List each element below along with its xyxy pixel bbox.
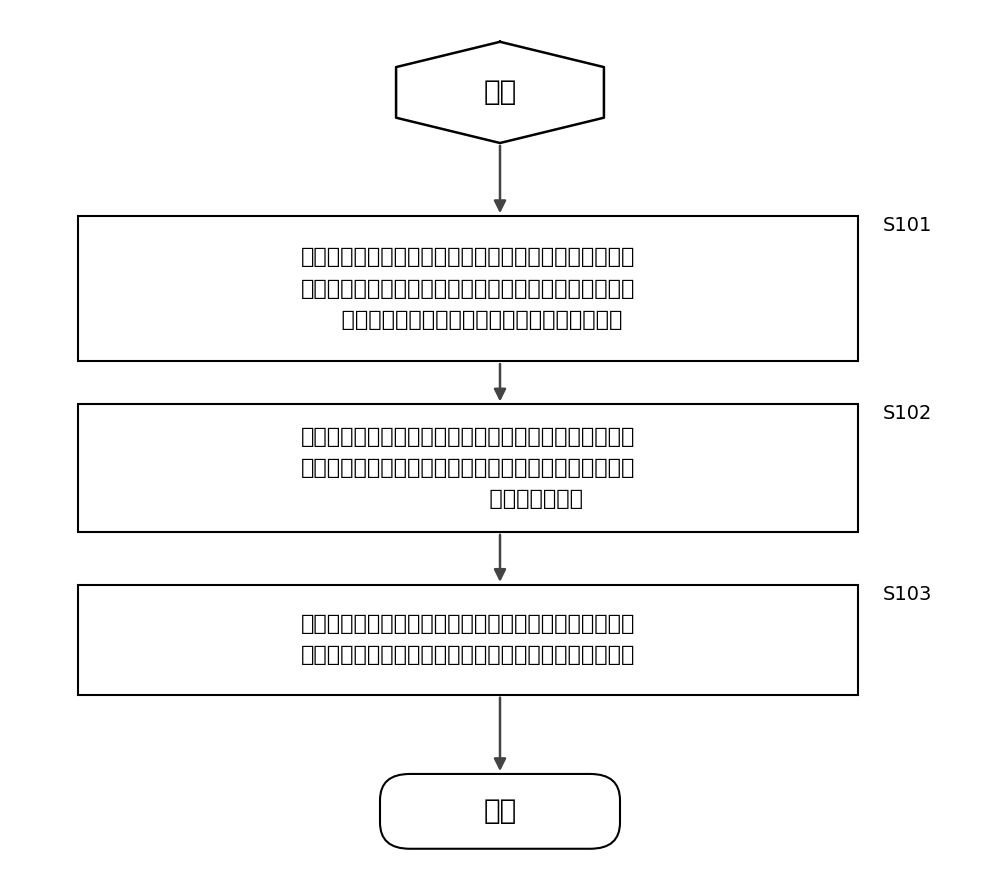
- Text: 在无功参数设置时间段内，控制各发电支路的有功功率在
预设范围内变化，并以并网点的电压稳定于参考电压为目
    标，确定各发电支路在各有功功率下的无功功率: 在无功参数设置时间段内，控制各发电支路的有功功率在 预设范围内变化，并以并网点的…: [301, 247, 635, 330]
- Text: 新能源电站在正常运行状态下，各发电支路依据自身的拟
合曲线及当前有功功率，确定相应的无功功率并实时输出: 新能源电站在正常运行状态下，各发电支路依据自身的拟 合曲线及当前有功功率，确定相…: [301, 614, 635, 665]
- Bar: [78, 405, 858, 532]
- Text: S101: S101: [883, 216, 932, 235]
- Text: S103: S103: [883, 584, 932, 604]
- Bar: [78, 216, 858, 361]
- Text: 确定各发电支路的各无功功率与对应有功功率之间的关系
值，并将各发电支路的各有功功率与对应关系值进行拟合
                   ，得到拟合曲线: 确定各发电支路的各无功功率与对应有功功率之间的关系 值，并将各发电支路的各有功功…: [301, 427, 635, 510]
- Text: 结束: 结束: [483, 797, 517, 825]
- Bar: [78, 584, 858, 695]
- Polygon shape: [396, 41, 604, 143]
- Text: 开始: 开始: [483, 78, 517, 106]
- Text: S102: S102: [883, 405, 932, 423]
- FancyBboxPatch shape: [380, 774, 620, 848]
